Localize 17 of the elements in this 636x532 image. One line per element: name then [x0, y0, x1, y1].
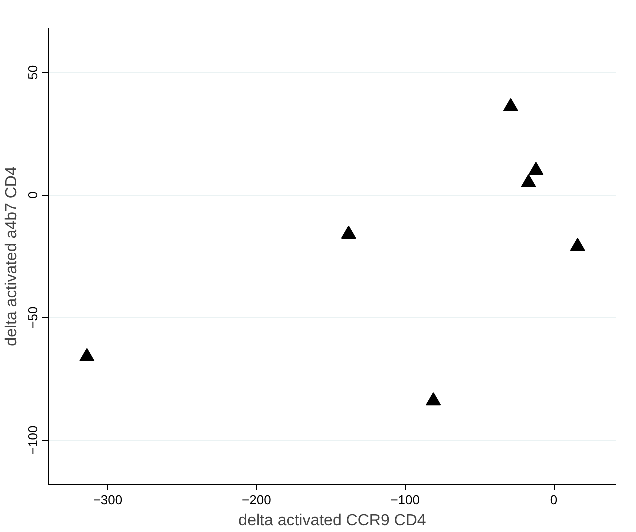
point [341, 226, 356, 239]
y-tick-label: 50 [26, 65, 40, 80]
y-tick-label: −100 [26, 426, 40, 456]
x-tick-label: 0 [550, 492, 558, 508]
y-tick-label: −50 [26, 306, 40, 329]
point [503, 98, 518, 112]
y-tick-label: 0 [26, 192, 40, 199]
y-axis-title: delta activated a4b7 CD4 [4, 166, 20, 346]
x-tick-label: −300 [93, 492, 123, 508]
x-axis-title: delta activated CCR9 CD4 [238, 512, 426, 530]
x-tick-label: −200 [242, 492, 272, 508]
point [80, 348, 95, 362]
point [426, 392, 442, 406]
point [521, 174, 536, 188]
x-tick-label: −100 [390, 492, 420, 508]
point [570, 238, 586, 252]
point [528, 162, 544, 176]
